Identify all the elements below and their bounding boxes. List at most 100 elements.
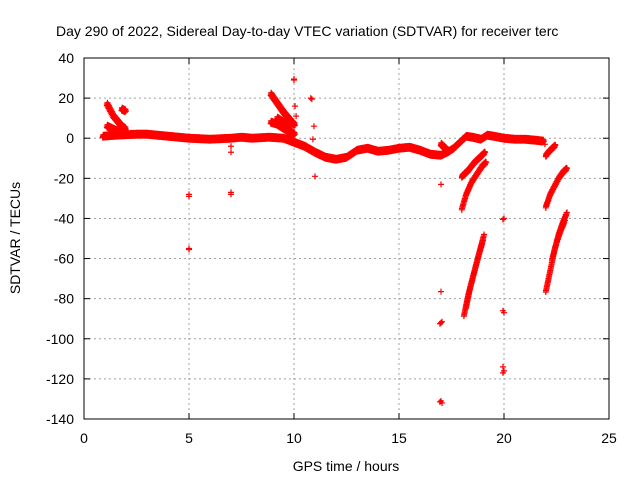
data-point: [186, 246, 192, 253]
data-point: [99, 134, 106, 141]
x-tick-label: 25: [601, 430, 617, 446]
data-point: [499, 216, 506, 223]
data-point: [501, 309, 507, 316]
data-point: [459, 204, 466, 211]
data-point: [552, 142, 559, 149]
data-point: [476, 250, 483, 257]
data-point: [550, 250, 557, 257]
data-point: [480, 237, 486, 244]
data-point: [499, 369, 506, 376]
data-point: [461, 198, 468, 205]
data-point: [552, 244, 559, 251]
data-point: [310, 123, 317, 130]
x-tick-label: 15: [391, 430, 407, 446]
data-point: [477, 247, 484, 254]
data-point: [123, 108, 129, 115]
data-point: [483, 159, 490, 166]
data-point: [465, 293, 472, 300]
data-point: [478, 244, 485, 251]
data-points: [99, 76, 570, 406]
data-point: [228, 143, 234, 150]
data-point: [562, 212, 569, 219]
data-point: [499, 363, 506, 370]
data-point: [469, 275, 476, 282]
y-tick-label: -120: [46, 371, 74, 387]
x-tick-label: 5: [185, 430, 193, 446]
data-point: [551, 247, 558, 254]
y-tick-label: 0: [66, 130, 74, 146]
x-axis-label: GPS time / hours: [293, 458, 400, 474]
data-point: [460, 313, 467, 320]
data-point: [468, 281, 475, 288]
data-point: [549, 253, 556, 260]
data-point: [470, 272, 477, 279]
data-point: [123, 130, 129, 137]
data-point: [543, 153, 549, 160]
data-point: [307, 95, 314, 102]
data-point: [293, 113, 300, 120]
data-point: [543, 285, 550, 292]
chart-title: Day 290 of 2022, Sidereal Day-to-day VTE…: [56, 23, 558, 39]
y-tick-label: -140: [46, 411, 74, 427]
data-point: [461, 309, 468, 316]
data-point: [445, 149, 452, 156]
grid-lines: [84, 58, 609, 419]
data-point: [228, 149, 234, 156]
data-point: [462, 305, 469, 312]
data-point: [438, 319, 444, 326]
x-tick-label: 20: [496, 430, 512, 446]
data-point: [439, 399, 446, 406]
data-point: [438, 181, 444, 188]
y-tick-label: 40: [58, 50, 74, 66]
data-point: [478, 241, 485, 248]
data-point: [481, 231, 488, 238]
y-tick-label: -80: [54, 291, 74, 307]
y-axis-label: SDTVAR / TECUs: [7, 182, 23, 294]
data-point: [549, 256, 556, 263]
data-point: [312, 173, 318, 180]
data-point: [547, 264, 554, 271]
data-point: [541, 141, 548, 148]
data-point: [546, 273, 553, 280]
data-point: [292, 122, 299, 129]
plot-frame: [83, 57, 610, 420]
data-point: [472, 265, 479, 272]
data-point: [540, 138, 547, 145]
data-point: [564, 209, 570, 216]
data-point: [292, 131, 299, 138]
data-point: [121, 131, 128, 138]
data-point: [309, 136, 316, 143]
data-point: [291, 76, 297, 83]
data-point: [186, 193, 192, 200]
data-point: [464, 297, 471, 304]
data-point: [545, 277, 552, 284]
data-point: [285, 125, 292, 132]
data-point: [460, 201, 467, 208]
data-point: [474, 256, 481, 263]
data-point: [482, 149, 489, 156]
data-point: [501, 215, 507, 222]
y-tick-label: -40: [54, 210, 74, 226]
data-point: [475, 252, 482, 259]
y-tick-label: -60: [54, 251, 74, 267]
data-point: [546, 268, 553, 275]
y-tick-label: -100: [46, 331, 74, 347]
axis-ticks: 0 5 10 15 20 25 -140 -120 -100 -80 -60 -40 -20 0 20 40: [46, 50, 617, 446]
data-point: [473, 259, 480, 266]
data-point: [544, 281, 551, 288]
data-point: [446, 149, 453, 156]
data-point: [228, 191, 234, 198]
data-point: [466, 289, 473, 296]
y-tick-label: 20: [58, 90, 74, 106]
data-point: [291, 121, 297, 128]
data-point: [290, 132, 297, 139]
data-point: [473, 262, 480, 269]
data-point: [471, 268, 478, 275]
data-point: [121, 109, 128, 116]
x-tick-label: 0: [80, 430, 88, 446]
data-point: [561, 217, 568, 224]
data-point: [463, 301, 470, 308]
data-point: [458, 206, 465, 213]
